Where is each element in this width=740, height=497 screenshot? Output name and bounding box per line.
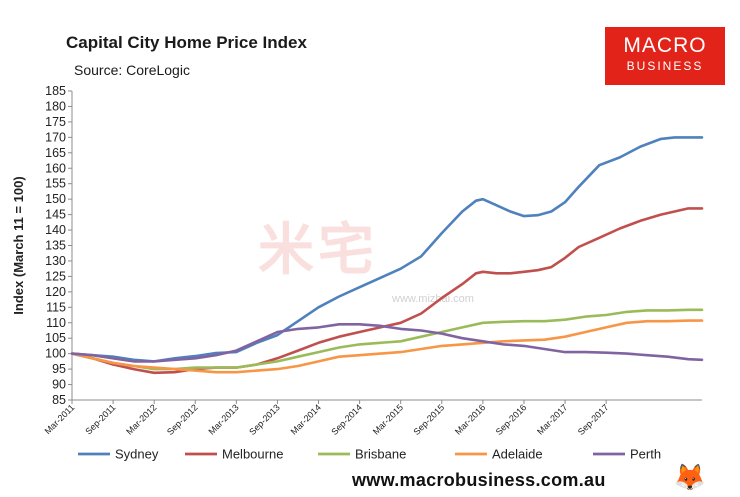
y-tick-label: 175 bbox=[45, 115, 66, 129]
x-tick-label: Mar-2015 bbox=[371, 402, 405, 436]
x-tick-label: Sep-2017 bbox=[576, 402, 611, 437]
y-tick-label: 180 bbox=[45, 99, 66, 113]
y-tick-label: 165 bbox=[45, 146, 66, 160]
x-tick-label: Sep-2014 bbox=[329, 402, 364, 437]
logo-line-1: MACRO bbox=[623, 34, 707, 57]
y-tick-label: 185 bbox=[45, 84, 66, 98]
legend-label-adelaide: Adelaide bbox=[492, 447, 543, 462]
series-line-melbourne bbox=[70, 207, 704, 375]
x-tick-label: Sep-2016 bbox=[494, 402, 529, 437]
legend-label-brisbane: Brisbane bbox=[355, 447, 406, 462]
y-axis-title: Index (March 11 = 100) bbox=[11, 176, 26, 314]
legend-label-melbourne: Melbourne bbox=[222, 447, 283, 462]
x-tick-label: Mar-2014 bbox=[289, 402, 323, 436]
y-tick-label: 130 bbox=[45, 254, 66, 268]
y-tick-label: 140 bbox=[45, 223, 66, 237]
watermark: 米宅 bbox=[258, 218, 378, 283]
chart-subtitle: Source: CoreLogic bbox=[74, 62, 190, 78]
watermark-url: www.mizhai.com bbox=[392, 293, 474, 305]
y-tick-label: 110 bbox=[46, 316, 66, 330]
macrobusiness-logo: MACRO BUSINESS bbox=[605, 27, 725, 85]
x-tick-label: Sep-2011 bbox=[83, 402, 117, 436]
x-tick-label: Sep-2015 bbox=[412, 402, 447, 437]
y-tick-label: 90 bbox=[52, 378, 66, 392]
y-tick-label: 100 bbox=[45, 347, 66, 361]
y-tick-label: 125 bbox=[45, 269, 66, 283]
fox-logo-icon: 🦊 bbox=[673, 462, 707, 492]
legend-label-perth: Perth bbox=[630, 447, 661, 462]
series-line-adelaide bbox=[70, 319, 704, 374]
x-tick-label: Sep-2012 bbox=[165, 402, 200, 437]
y-tick-label: 120 bbox=[45, 285, 66, 299]
y-tick-label: 145 bbox=[45, 208, 66, 222]
x-tick-label: Mar-2017 bbox=[535, 402, 569, 436]
series-line-perth bbox=[70, 323, 704, 363]
x-tick-label: Mar-2016 bbox=[453, 402, 487, 436]
y-tick-label: 155 bbox=[45, 177, 66, 191]
y-tick-label: 150 bbox=[45, 192, 66, 206]
x-tick-label: Sep-2013 bbox=[247, 402, 282, 437]
y-tick-label: 105 bbox=[45, 331, 66, 345]
y-tick-label: 170 bbox=[45, 130, 66, 144]
legend-label-sydney: Sydney bbox=[115, 447, 159, 462]
y-tick-label: 115 bbox=[46, 300, 66, 314]
x-tick-label: Mar-2011 bbox=[43, 402, 77, 436]
x-tick-label: Mar-2012 bbox=[124, 402, 158, 436]
series-line-sydney bbox=[70, 136, 704, 363]
y-tick-label: 95 bbox=[52, 362, 66, 376]
logo-line-2: BUSINESS bbox=[626, 59, 704, 73]
y-tick-label: 85 bbox=[52, 393, 66, 407]
y-tick-label: 135 bbox=[45, 239, 66, 253]
y-tick-label: 160 bbox=[45, 161, 66, 175]
x-tick-label: Mar-2013 bbox=[206, 402, 240, 436]
footer-url: www.macrobusiness.com.au bbox=[352, 470, 606, 490]
page-title: Capital City Home Price Index bbox=[66, 33, 307, 52]
